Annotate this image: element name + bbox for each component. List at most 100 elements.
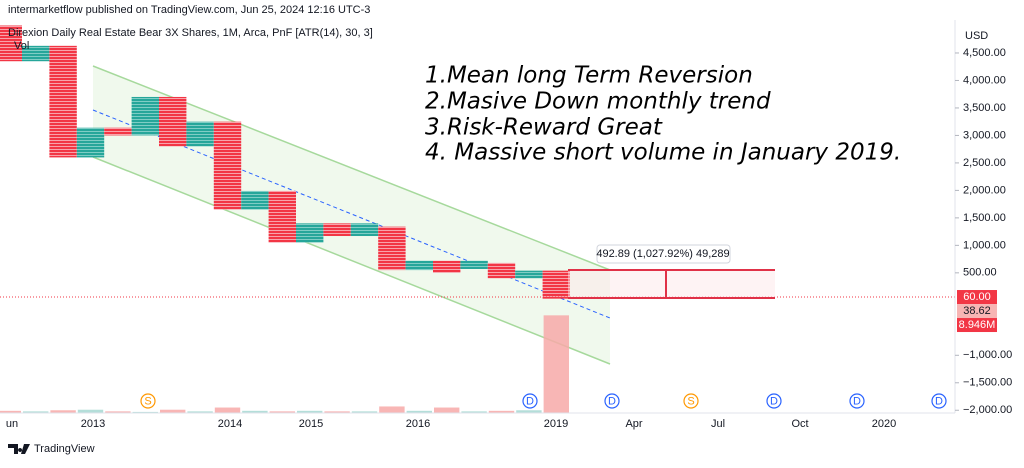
y-tick-label: 4,500.00 [963,47,1006,59]
event-label: D [853,395,861,407]
y-tick-label: 2,500.00 [963,157,1006,169]
event-label: S [687,395,694,407]
published-line: intermarketflow published on TradingView… [8,4,370,16]
x-tick-label: 2015 [299,418,323,430]
volume-bar [77,409,104,413]
pnf-column [104,127,132,136]
volume-bar [269,411,295,413]
y-tick-label: 1,000.00 [963,239,1006,251]
pnf-column [49,45,77,158]
volume-bar [324,411,350,413]
event-icon [604,393,620,409]
volume-bar [543,315,569,413]
volume-bar [0,410,21,413]
pnf-column [241,190,269,210]
x-tick-label: 2014 [218,418,242,430]
x-tick-label: 2013 [81,418,105,430]
event-label: D [608,395,616,407]
volume-bar [379,406,405,413]
annotation-line: 4. Massive short volume in January 2019. [425,140,901,166]
marks [0,25,955,413]
volume-bar [160,409,186,413]
pnf-column [378,226,406,271]
pnf-column [131,96,159,136]
volume-bar [187,411,213,413]
pnf-column [76,127,105,158]
volume-bar [434,407,460,413]
x-tick-label: 2016 [406,418,430,430]
x-tick-label: Apr [625,418,642,430]
volume-bar [406,410,432,413]
event-label: D [770,395,778,407]
x-tick-label: Jul [711,418,725,430]
event-icon [140,393,156,409]
volume-bar [50,410,76,413]
symbol-line: Direxion Daily Real Estate Bear 3X Share… [8,27,373,39]
badge-box [957,304,997,319]
measure-box [596,244,731,264]
pnf-column [186,121,214,147]
volume-value-label: 8.946M [959,319,996,331]
last-price-label: 60.00 [963,291,991,303]
measure-label: 492.89 (1,027.92%) 49,289 [596,248,729,260]
annotation: 1.Mean long Term Reversion 2.Masive Down… [425,63,901,166]
pnf-column [460,260,488,269]
volume-bar [23,411,49,413]
pnf-column [268,190,296,243]
volume-label-box [957,318,997,333]
pnf-column [542,270,570,299]
event-icon [766,393,782,409]
last-price-box [957,290,997,305]
footer-brand: TradingView [34,443,95,455]
x-tick-label: 2019 [544,418,568,430]
pnf-column [22,45,50,62]
y-tick-label: −1,000.00 [963,349,1012,361]
x-tick-label: 2020 [872,418,896,430]
measure-area [568,270,775,298]
pnf-column [515,270,543,279]
volume-legend: Vol [14,40,29,52]
pnf-column [323,223,351,237]
event-icon [849,393,865,409]
y-tick-label: 4,000.00 [963,74,1006,86]
y-tick-label: −2,000.00 [963,404,1012,416]
pnf-column [433,260,461,273]
footer: TradingView [8,443,95,455]
pnf-column [296,223,324,243]
y-tick-label: −1,500.00 [963,377,1012,389]
event-label: D [935,395,943,407]
channel-lower [92,156,611,365]
event-label: S [144,395,151,407]
annotation-line: 2.Masive Down monthly trend [425,89,771,115]
volume-bar [351,411,378,413]
event-icon [683,393,699,409]
volume-bar [297,410,323,413]
volume-bar [105,411,131,413]
pnf-column [213,121,242,210]
y-tick-label: 3,000.00 [963,129,1006,141]
volume-bar [132,411,158,413]
y-tick-label: 500.00 [963,267,997,279]
y-tick-label: 1,500.00 [963,212,1006,224]
pnf-column [350,223,379,237]
tradingview-logo [8,444,30,454]
event-label: D [526,395,534,407]
volume-bar [242,410,268,413]
y-tick-label: 2,000.00 [963,184,1006,196]
pnf-column [487,262,516,279]
volume-bar [461,411,487,413]
event-icon [522,393,538,409]
event-icon [931,393,947,409]
x-tick-label: Oct [791,418,808,430]
volume-bar [516,410,542,413]
y-tick-label: 3,500.00 [963,102,1006,114]
pnf-column [0,25,22,62]
currency: USD [965,30,988,42]
pnf-column [159,96,187,147]
annotation-line: 1.Mean long Term Reversion [425,63,753,89]
pnf-column [405,260,433,271]
annotation-line: 3.Risk-Reward Great [425,115,663,141]
volume-bar [214,407,241,413]
